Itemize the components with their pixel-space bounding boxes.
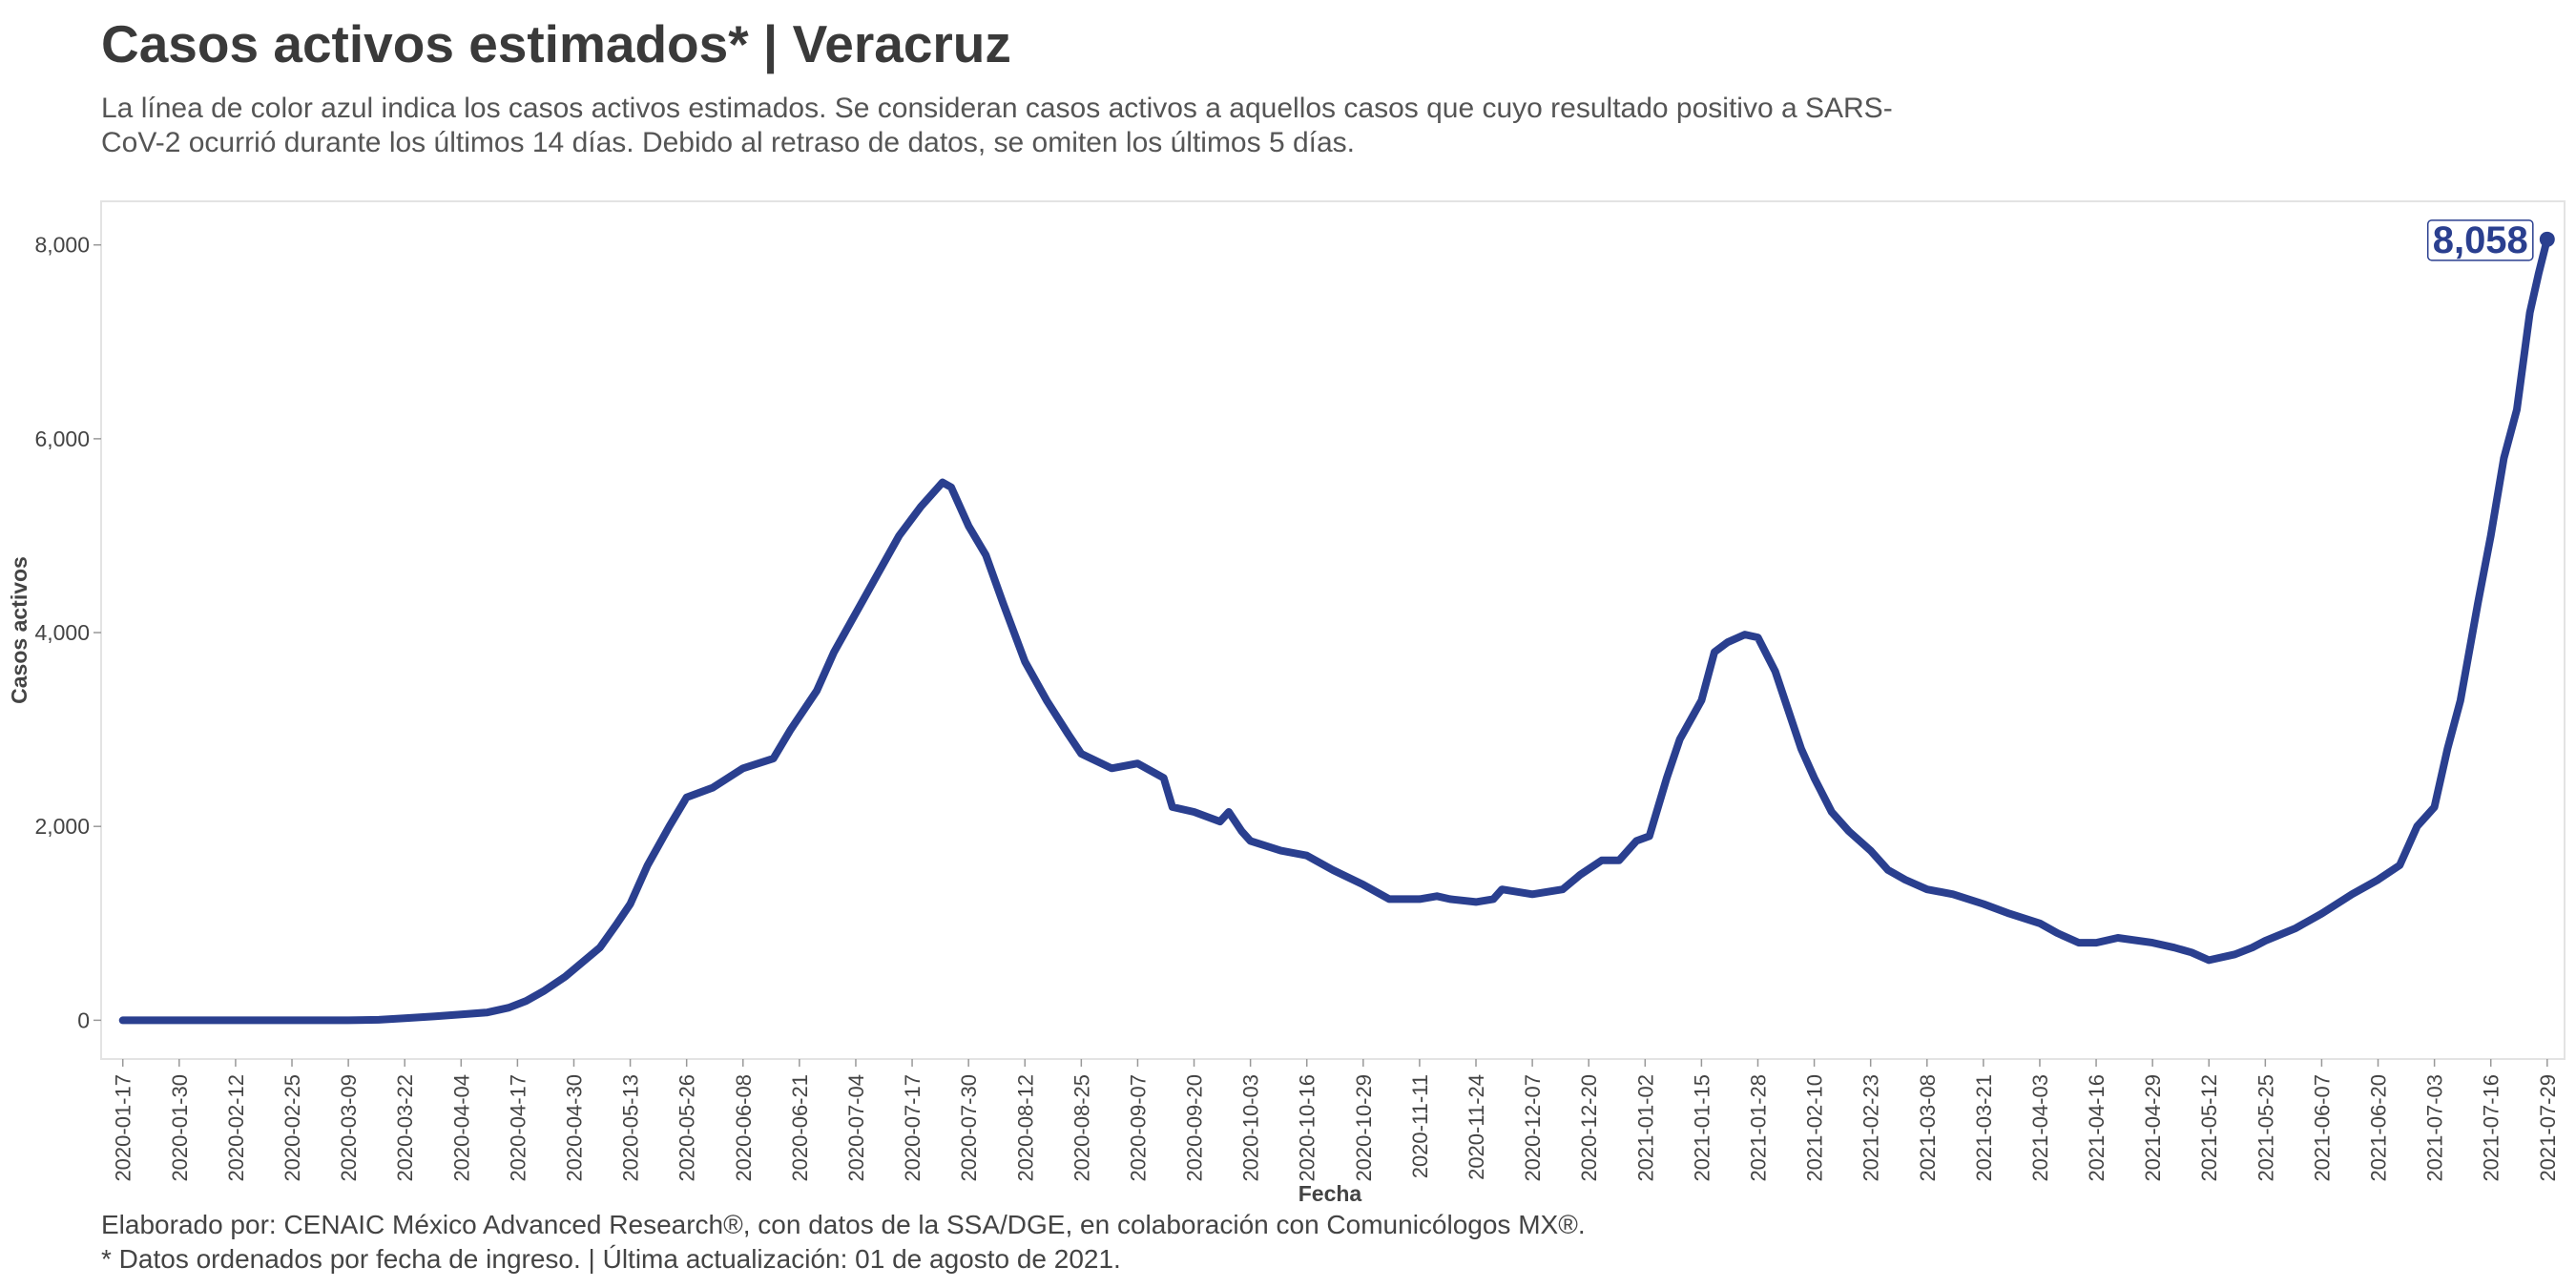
x-tick-label: 2020-06-21 <box>788 1074 812 1182</box>
x-tick-label: 2021-04-03 <box>2028 1074 2052 1182</box>
x-tick-label: 2020-10-16 <box>1296 1074 1319 1182</box>
y-tick-label: 0 <box>77 1008 90 1032</box>
end-label-box <box>2426 219 2534 261</box>
x-tick-label: 2020-12-07 <box>1521 1074 1545 1182</box>
chart-subtitle: La línea de color azul indica los casos … <box>101 93 1893 158</box>
chart-title: Casos activos estimados* | Veracruz <box>101 14 1011 73</box>
y-axis-ticks: 0 2,000 4,000 6,000 8,000 <box>34 233 101 1032</box>
x-tick-label: 2020-11-11 <box>1408 1074 1432 1178</box>
y-tick-label: 8,000 <box>34 233 90 258</box>
x-tick-label: 2021-06-20 <box>2367 1074 2391 1182</box>
x-tick-label: 2020-07-30 <box>957 1074 981 1182</box>
y-axis-title: Casos activos <box>7 556 31 704</box>
x-tick-label: 2020-02-25 <box>280 1074 304 1182</box>
x-tick-label: 2020-03-22 <box>393 1074 417 1182</box>
x-axis-ticks: 2020-01-17 2020-01-30 2020-02-12 2020-02-25… <box>112 1059 2560 1182</box>
x-tick-label: 2020-08-25 <box>1070 1074 1093 1182</box>
x-tick-label: 2020-04-30 <box>562 1074 586 1182</box>
x-tick-label: 2020-07-04 <box>844 1074 868 1182</box>
y-tick-label: 4,000 <box>34 620 90 645</box>
end-point-marker <box>2539 231 2555 247</box>
x-tick-label: 2020-05-13 <box>619 1074 643 1182</box>
x-tick-label: 2020-09-07 <box>1126 1074 1150 1182</box>
x-tick-label: 2021-05-12 <box>2197 1074 2221 1182</box>
x-tick-label: 2020-05-26 <box>675 1074 699 1182</box>
x-tick-label: 2020-10-29 <box>1352 1074 1376 1182</box>
x-tick-label: 2020-04-17 <box>506 1074 530 1182</box>
x-tick-label: 2021-03-21 <box>1972 1074 1996 1182</box>
x-tick-label: 2020-04-04 <box>449 1074 473 1182</box>
x-tick-label: 2021-04-16 <box>2085 1074 2109 1182</box>
x-tick-label: 2020-10-03 <box>1239 1074 1263 1182</box>
x-tick-label: 2020-02-12 <box>224 1074 248 1182</box>
x-tick-label: 2021-07-16 <box>2480 1074 2503 1182</box>
x-tick-label: 2021-02-23 <box>1859 1074 1883 1182</box>
x-tick-label: 2020-03-09 <box>337 1074 361 1182</box>
x-tick-label: 2021-01-15 <box>1690 1074 1714 1182</box>
y-tick-label: 6,000 <box>34 426 90 451</box>
x-axis-title: Fecha <box>1298 1181 1362 1206</box>
x-tick-label: 2021-04-29 <box>2141 1074 2165 1182</box>
plot-frame <box>100 200 2566 1060</box>
x-tick-label: 2020-07-17 <box>901 1074 924 1182</box>
x-tick-label: 2020-12-20 <box>1577 1074 1601 1182</box>
x-tick-label: 2020-09-20 <box>1183 1074 1207 1182</box>
x-tick-label: 2020-01-30 <box>168 1074 192 1182</box>
x-tick-label: 2020-06-08 <box>732 1074 756 1182</box>
series-line-casos-activos <box>118 235 2551 1025</box>
y-tick-label: 2,000 <box>34 814 90 839</box>
credit-caption: Elaborado por: CENAIC México Advanced Re… <box>101 1210 1586 1239</box>
x-tick-label: 2021-07-29 <box>2536 1074 2560 1182</box>
x-tick-label: 2020-11-24 <box>1465 1074 1488 1180</box>
x-tick-label: 2021-05-25 <box>2254 1074 2277 1182</box>
x-tick-label: 2021-01-28 <box>1746 1074 1770 1182</box>
date-note-caption: * Datos ordenados por fecha de ingreso. … <box>101 1244 1121 1274</box>
x-tick-label: 2021-06-07 <box>2310 1074 2334 1182</box>
x-tick-label: 2020-08-12 <box>1013 1074 1037 1182</box>
x-tick-label: 2021-01-02 <box>1633 1074 1657 1182</box>
x-tick-label: 2020-01-17 <box>112 1074 135 1182</box>
x-tick-label: 2021-03-08 <box>1916 1074 1940 1182</box>
end-value-label: 8,058 <box>2433 219 2528 261</box>
x-tick-label: 2021-02-10 <box>1803 1074 1827 1182</box>
x-tick-label: 2021-07-03 <box>2423 1074 2447 1182</box>
